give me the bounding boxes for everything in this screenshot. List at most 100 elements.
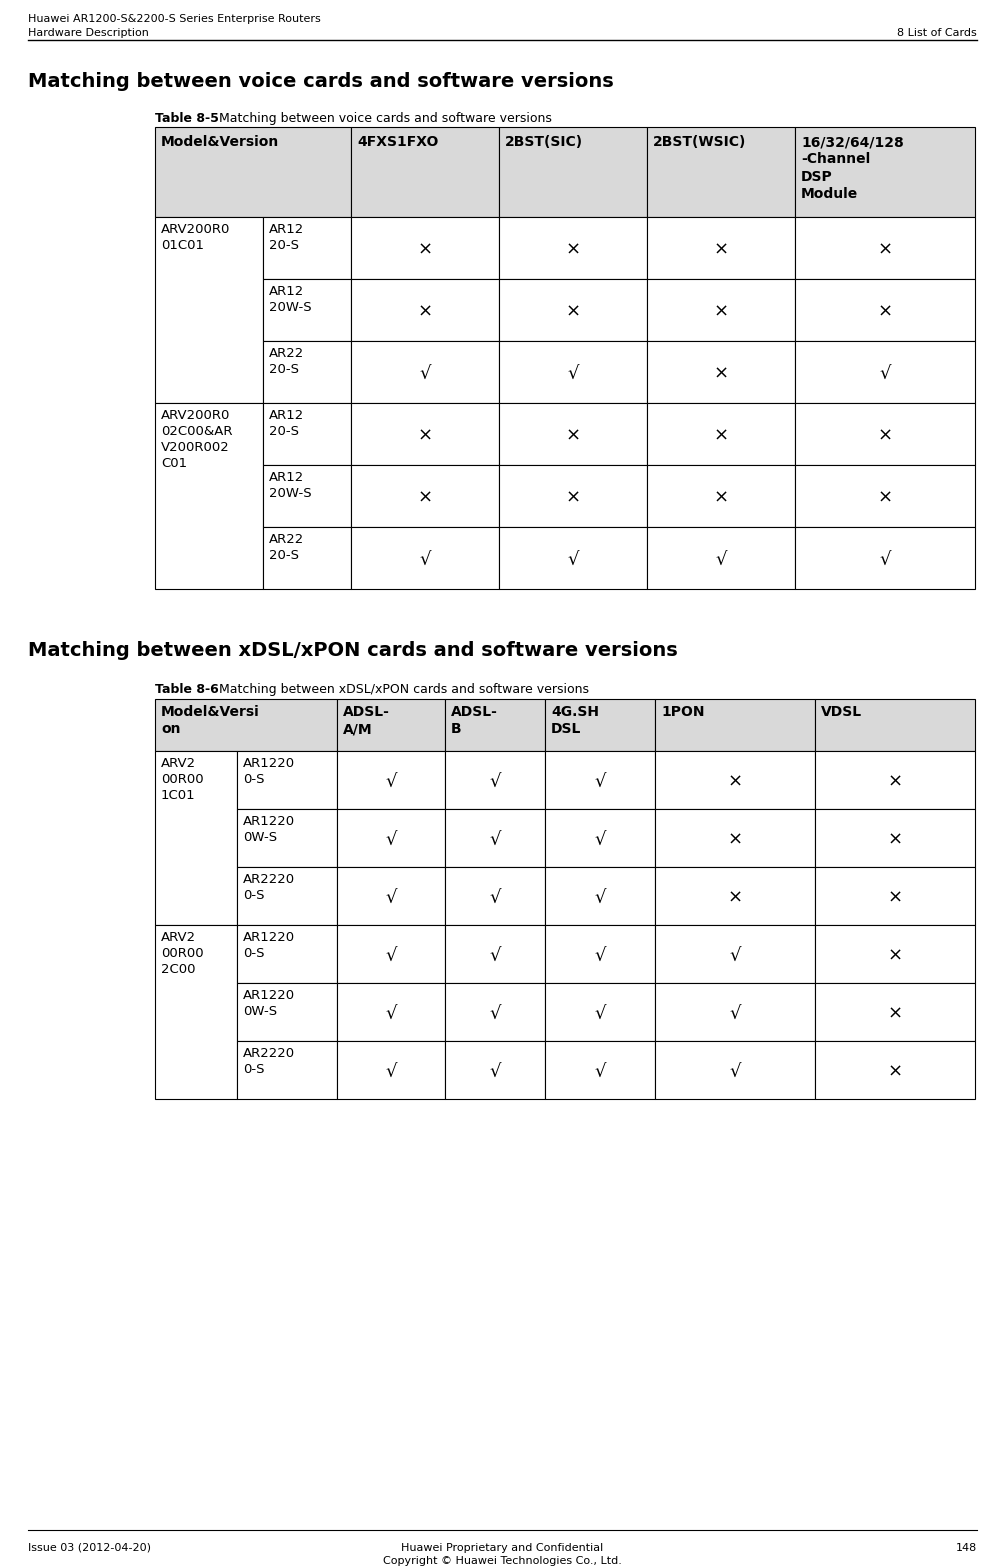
Bar [647, 216, 795, 279]
Text: √: √ [385, 946, 397, 965]
Bar [263, 342, 351, 403]
Text: Model&Versi
on: Model&Versi on [161, 705, 259, 736]
Bar [337, 699, 445, 751]
Text: ×: × [728, 888, 743, 907]
Text: 16/32/64/128
-Channel
DSP
Module: 16/32/64/128 -Channel DSP Module [801, 135, 903, 201]
Text: Model&Version: Model&Version [161, 135, 279, 149]
Text: ARV200R0
02C00&AR
V200R002
C01: ARV200R0 02C00&AR V200R002 C01 [161, 409, 232, 470]
Bar [351, 403, 499, 465]
Bar [815, 925, 975, 983]
Bar [815, 809, 975, 867]
Text: √: √ [489, 1062, 500, 1081]
Text: ×: × [877, 489, 892, 508]
Bar [499, 465, 647, 527]
Bar [655, 809, 815, 867]
Text: √: √ [730, 1062, 741, 1081]
Text: √: √ [489, 1004, 500, 1023]
Text: ARV2
00R00
2C00: ARV2 00R00 2C00 [161, 931, 204, 976]
Text: √: √ [419, 365, 431, 382]
Bar [647, 465, 795, 527]
Text: ADSL-
B: ADSL- B [451, 705, 497, 736]
Bar [445, 699, 545, 751]
Bar [263, 216, 351, 279]
Bar [351, 527, 499, 589]
Bar [815, 1040, 975, 1098]
Text: ×: × [887, 831, 902, 849]
Text: √: √ [594, 946, 606, 965]
Bar [795, 527, 975, 589]
Text: ×: × [566, 489, 581, 508]
Bar [545, 699, 655, 751]
Text: ×: × [887, 1062, 902, 1081]
Text: AR12
20W-S: AR12 20W-S [269, 472, 312, 500]
Bar [499, 216, 647, 279]
Text: AR1220
0W-S: AR1220 0W-S [243, 815, 295, 845]
Text: ×: × [714, 365, 729, 382]
Bar [647, 527, 795, 589]
Text: ×: × [887, 1004, 902, 1023]
Text: √: √ [730, 946, 741, 965]
Text: ADSL-
A/M: ADSL- A/M [343, 705, 390, 736]
Text: ×: × [417, 302, 432, 321]
Bar [655, 983, 815, 1040]
Bar [237, 1040, 337, 1098]
Text: 2BST(SIC): 2BST(SIC) [505, 135, 583, 149]
Text: Matching between xDSL/xPON cards and software versions: Matching between xDSL/xPON cards and sof… [28, 641, 677, 660]
Bar [815, 983, 975, 1040]
Text: ×: × [714, 489, 729, 508]
Text: √: √ [489, 831, 500, 849]
Bar [445, 751, 545, 809]
Bar [545, 809, 655, 867]
Text: AR12
20-S: AR12 20-S [269, 409, 305, 439]
Bar [263, 279, 351, 342]
Text: AR2220
0-S: AR2220 0-S [243, 873, 295, 903]
Text: ×: × [728, 831, 743, 849]
Bar [795, 279, 975, 342]
Bar [545, 751, 655, 809]
Bar [445, 925, 545, 983]
Bar [499, 279, 647, 342]
Text: √: √ [594, 773, 606, 791]
Bar [263, 403, 351, 465]
Bar [155, 699, 337, 751]
Bar [655, 1040, 815, 1098]
Bar [337, 751, 445, 809]
Bar [647, 127, 795, 216]
Bar [237, 983, 337, 1040]
Bar [545, 983, 655, 1040]
Text: AR1220
0-S: AR1220 0-S [243, 931, 295, 961]
Bar [445, 809, 545, 867]
Bar [499, 527, 647, 589]
Text: AR12
20W-S: AR12 20W-S [269, 285, 312, 313]
Bar [155, 216, 263, 403]
Bar [795, 127, 975, 216]
Bar [655, 925, 815, 983]
Bar [263, 527, 351, 589]
Text: ×: × [714, 241, 729, 259]
Bar [351, 279, 499, 342]
Text: √: √ [385, 1062, 397, 1081]
Text: ×: × [714, 302, 729, 321]
Bar [237, 867, 337, 925]
Text: ×: × [417, 241, 432, 259]
Bar [545, 1040, 655, 1098]
Text: AR22
20-S: AR22 20-S [269, 346, 305, 376]
Text: ×: × [566, 241, 581, 259]
Bar [655, 699, 815, 751]
Text: √: √ [594, 831, 606, 849]
Text: √: √ [567, 365, 579, 382]
Text: √: √ [385, 831, 397, 849]
Bar [815, 751, 975, 809]
Text: AR22
20-S: AR22 20-S [269, 533, 305, 563]
Text: √: √ [489, 888, 500, 907]
Text: Matching between xDSL/xPON cards and software versions: Matching between xDSL/xPON cards and sof… [215, 683, 589, 696]
Text: AR1220
0W-S: AR1220 0W-S [243, 989, 295, 1019]
Text: 8 List of Cards: 8 List of Cards [897, 28, 977, 38]
Text: ARV200R0
01C01: ARV200R0 01C01 [161, 223, 230, 252]
Bar [237, 925, 337, 983]
Text: ×: × [566, 302, 581, 321]
Text: Issue 03 (2012-04-20): Issue 03 (2012-04-20) [28, 1543, 151, 1553]
Bar [337, 925, 445, 983]
Text: ×: × [714, 426, 729, 445]
Bar [337, 867, 445, 925]
